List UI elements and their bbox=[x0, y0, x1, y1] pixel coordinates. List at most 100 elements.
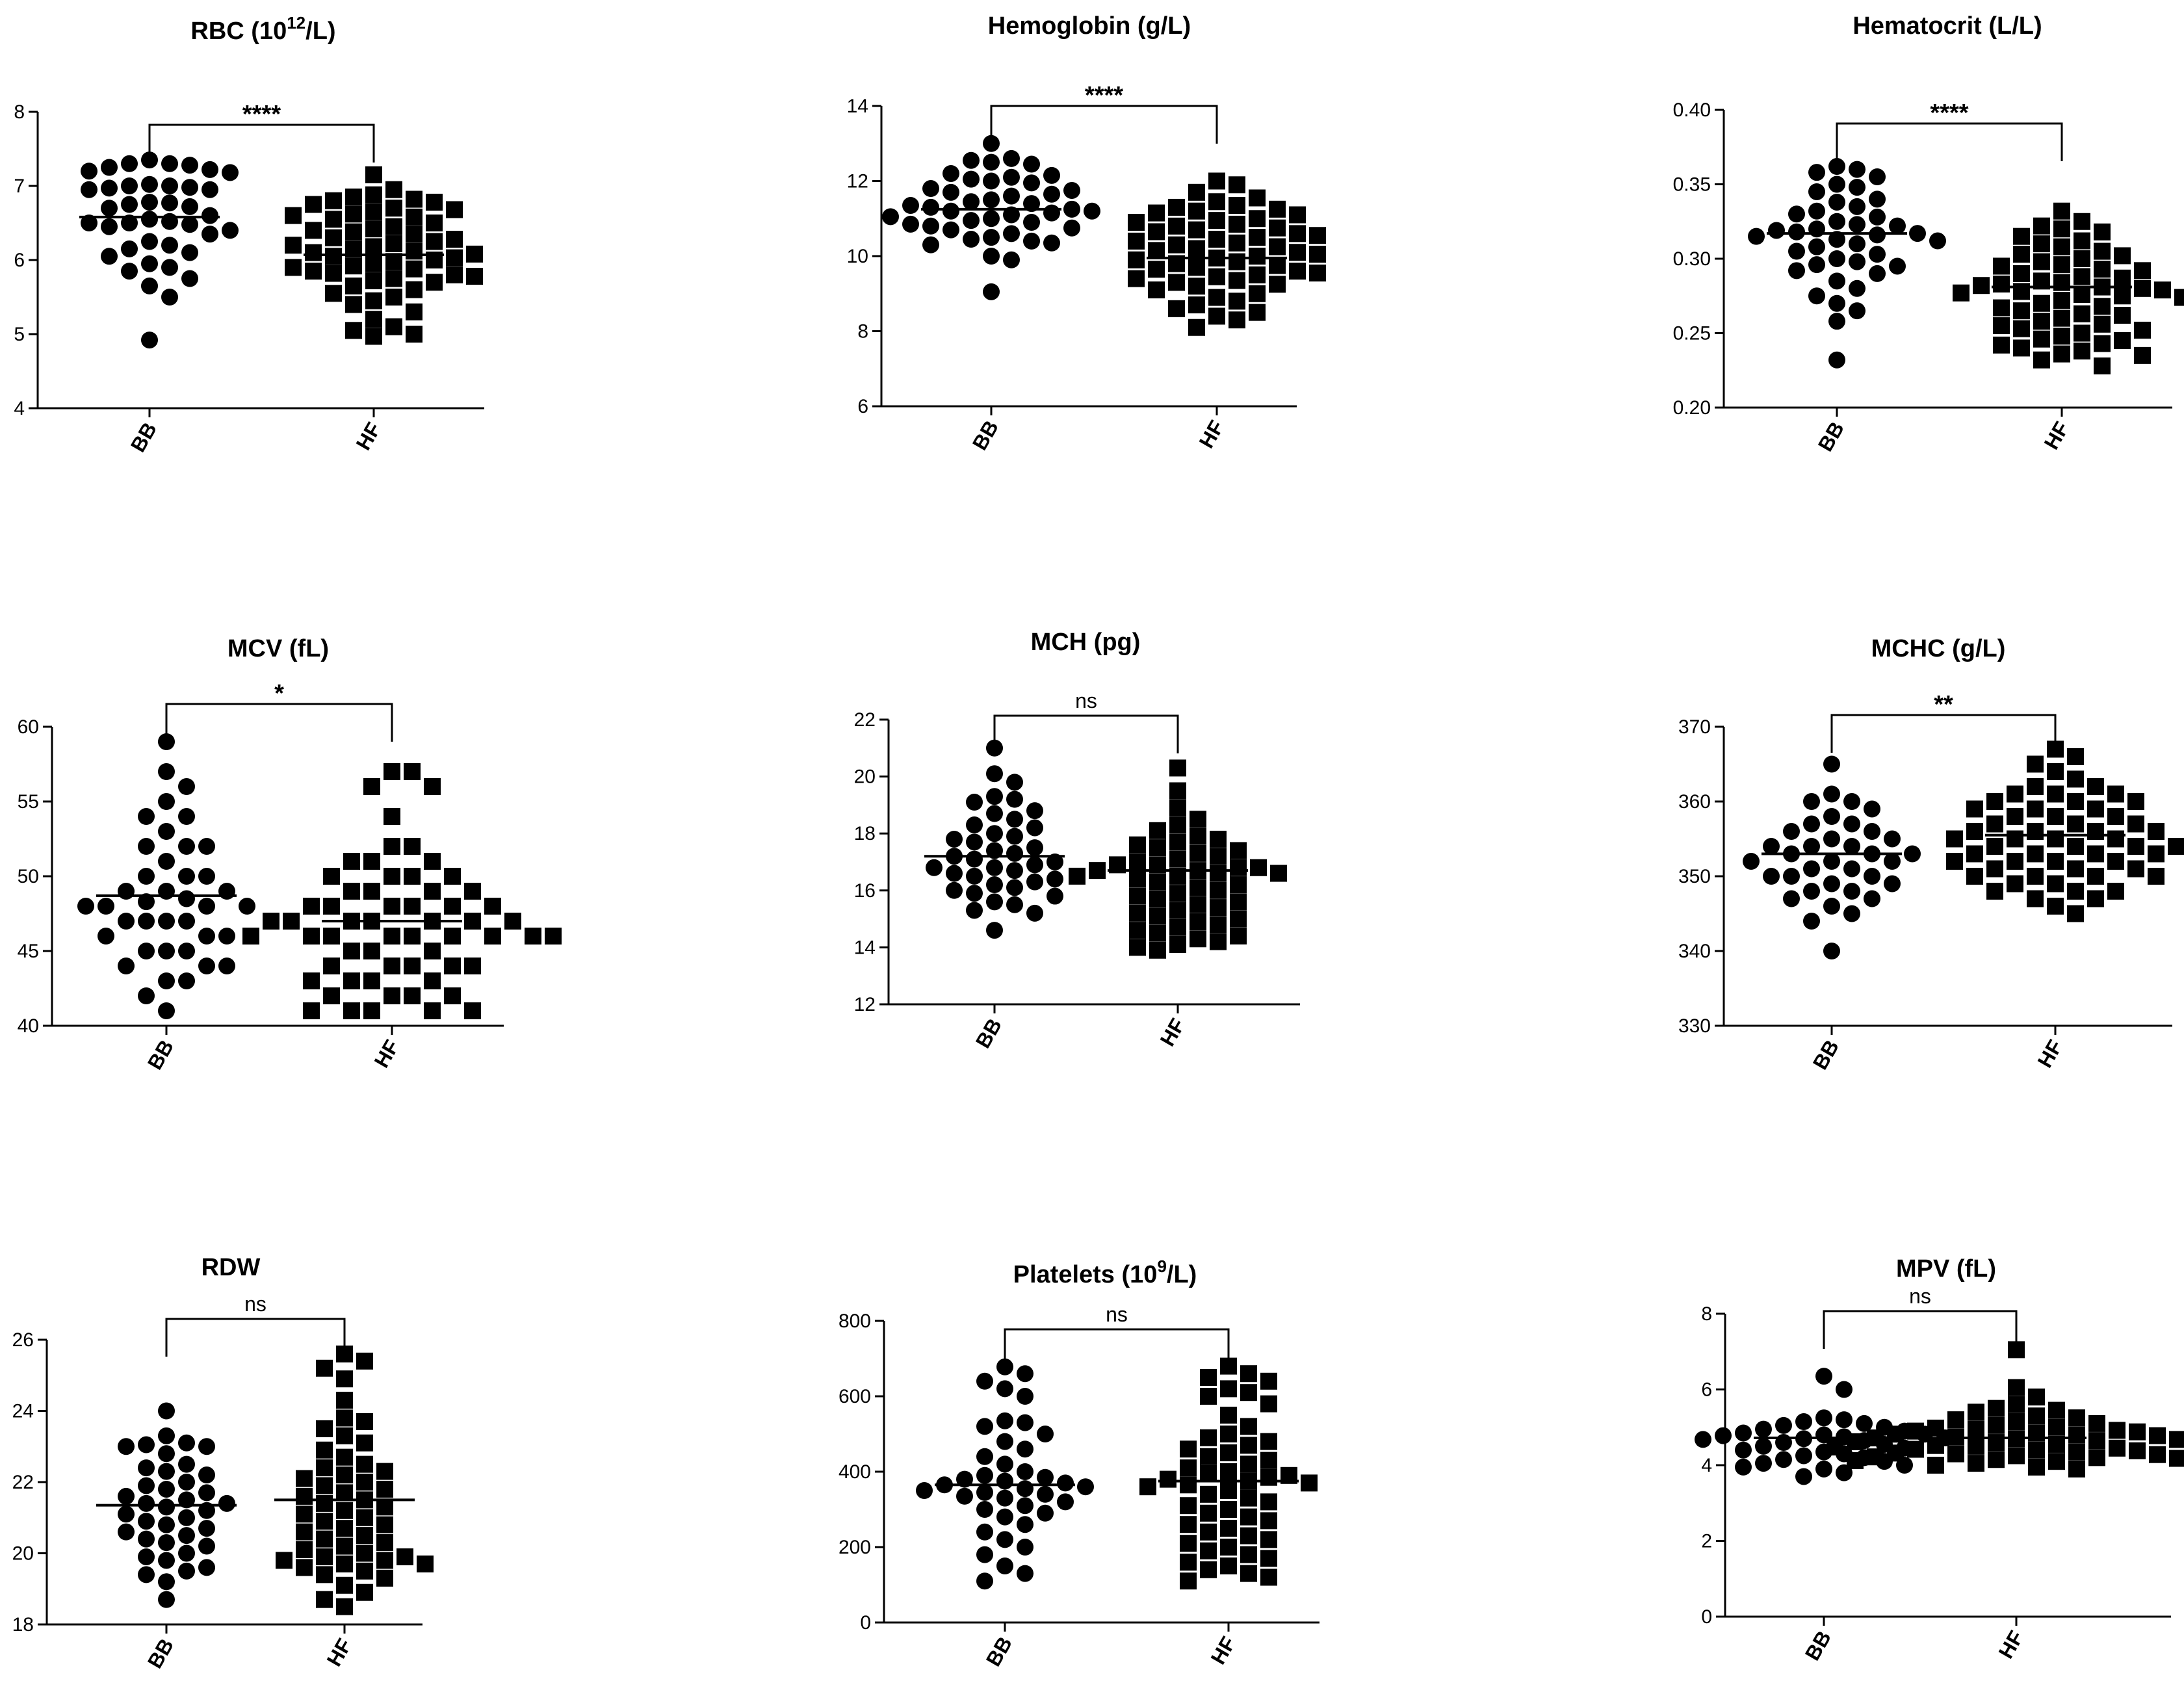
data-point-hf bbox=[363, 778, 380, 795]
data-point-bb bbox=[81, 163, 98, 180]
data-point-hf bbox=[1190, 879, 1206, 896]
data-point-hf bbox=[385, 289, 402, 306]
data-point-bb bbox=[1803, 793, 1820, 810]
data-point-bb bbox=[986, 842, 1003, 859]
data-point-hf bbox=[384, 868, 400, 885]
data-point-bb bbox=[946, 881, 963, 899]
data-point-bb bbox=[141, 332, 158, 349]
data-point-bb bbox=[161, 194, 178, 212]
data-point-bb bbox=[1904, 845, 1921, 863]
data-point-bb bbox=[1735, 1441, 1752, 1459]
data-point-hf bbox=[1269, 276, 1286, 293]
data-point-bb bbox=[1849, 280, 1866, 297]
data-point-hf bbox=[2094, 335, 2111, 352]
data-point-hf bbox=[2088, 1432, 2105, 1450]
data-point-bb bbox=[1037, 1468, 1054, 1486]
data-point-hf bbox=[1270, 865, 1287, 882]
y-tick-label: 7 bbox=[14, 176, 25, 197]
data-point-bb bbox=[1856, 1414, 1873, 1432]
data-point-bb bbox=[1849, 235, 1866, 253]
data-point-hf bbox=[336, 1576, 353, 1594]
data-point-hf bbox=[305, 222, 322, 239]
data-point-bb bbox=[158, 1480, 175, 1498]
data-point-bb bbox=[158, 1591, 175, 1608]
data-point-hf bbox=[2013, 283, 2030, 300]
data-point-hf bbox=[2008, 1379, 2025, 1396]
x-tick-label: HF bbox=[1206, 1633, 1241, 1669]
data-point-hf bbox=[444, 928, 461, 945]
data-point-bb bbox=[966, 850, 983, 868]
data-point-hf bbox=[1129, 836, 1146, 854]
y-tick-label: 200 bbox=[838, 1537, 871, 1558]
data-point-hf bbox=[296, 1470, 313, 1487]
data-point-hf bbox=[2094, 261, 2111, 278]
data-point-hf bbox=[1208, 268, 1225, 285]
data-point-hf bbox=[1988, 1400, 2005, 1417]
data-point-bb bbox=[1023, 155, 1040, 173]
data-point-hf bbox=[1169, 885, 1186, 902]
data-point-hf bbox=[426, 215, 443, 231]
panel-title-text: Hematocrit (L/L) bbox=[1852, 12, 2042, 40]
data-point-hf bbox=[1220, 1407, 1237, 1424]
data-point-hf bbox=[444, 868, 461, 885]
data-point-hf bbox=[1148, 242, 1165, 259]
data-point-hf bbox=[1188, 183, 1205, 201]
data-point-hf bbox=[446, 201, 463, 218]
data-point-bb bbox=[1017, 1388, 1034, 1405]
data-point-hf bbox=[356, 1527, 373, 1544]
data-point-hf bbox=[1169, 833, 1186, 851]
data-point-hf bbox=[2068, 1409, 2085, 1427]
data-point-hf bbox=[1887, 1426, 1904, 1443]
significance-bracket bbox=[990, 105, 1218, 144]
data-point-hf bbox=[1200, 1504, 1217, 1522]
data-point-bb bbox=[161, 289, 178, 306]
panel-title: MCV (fL) bbox=[228, 635, 329, 662]
data-point-hf bbox=[406, 281, 422, 298]
data-point-bb bbox=[1843, 860, 1860, 878]
data-point-hf bbox=[2033, 330, 2050, 348]
data-point-bb bbox=[198, 1438, 215, 1455]
panel-title-text: MCV (fL) bbox=[228, 635, 329, 662]
data-point-bb bbox=[1026, 856, 1043, 874]
data-point-hf bbox=[1986, 883, 2003, 900]
data-point-hf bbox=[2169, 1431, 2184, 1448]
data-point-hf bbox=[2169, 1450, 2184, 1467]
data-point-bb bbox=[98, 928, 114, 945]
y-tick-label: 12 bbox=[847, 171, 868, 192]
data-point-hf bbox=[385, 200, 402, 217]
data-point-hf bbox=[1210, 916, 1227, 933]
data-point-hf bbox=[1168, 236, 1185, 254]
data-point-bb bbox=[1823, 875, 1840, 893]
data-point-hf bbox=[2148, 845, 2164, 863]
data-point-hf bbox=[325, 211, 342, 228]
data-point-bb bbox=[121, 263, 138, 280]
data-point-hf bbox=[2074, 342, 2090, 359]
data-point-bb bbox=[1023, 174, 1040, 192]
data-point-hf bbox=[1240, 1418, 1257, 1435]
panel-2: Hemoglobin (g/L) 6 8 10 12 14 BB HF **** bbox=[847, 12, 1326, 454]
data-point-hf bbox=[406, 326, 422, 343]
data-point-hf bbox=[1309, 264, 1326, 281]
data-point-bb bbox=[158, 1002, 175, 1019]
data-point-bb bbox=[1017, 1463, 1034, 1480]
data-point-hf bbox=[2053, 309, 2070, 327]
y-tick-label: 0.35 bbox=[1673, 174, 1711, 196]
data-point-bb bbox=[1023, 232, 1040, 250]
panel-title-superscript: 12 bbox=[287, 13, 306, 33]
data-point-hf bbox=[1208, 231, 1225, 248]
data-point-hf bbox=[2129, 1442, 2146, 1459]
data-point-hf bbox=[345, 322, 362, 339]
data-point-bb bbox=[1864, 823, 1880, 840]
data-point-hf bbox=[316, 1548, 333, 1565]
data-point-hf bbox=[2067, 838, 2084, 855]
data-point-hf bbox=[1188, 221, 1205, 239]
data-point-hf bbox=[356, 1544, 373, 1562]
data-point-bb bbox=[966, 902, 983, 919]
data-point-bb bbox=[198, 838, 215, 855]
data-point-hf bbox=[1260, 1468, 1277, 1486]
data-point-bb bbox=[118, 1505, 135, 1523]
data-point-bb bbox=[1808, 256, 1825, 274]
data-point-hf bbox=[1968, 1437, 1984, 1455]
y-tick-label: 360 bbox=[1678, 791, 1711, 813]
data-point-bb bbox=[138, 808, 155, 825]
